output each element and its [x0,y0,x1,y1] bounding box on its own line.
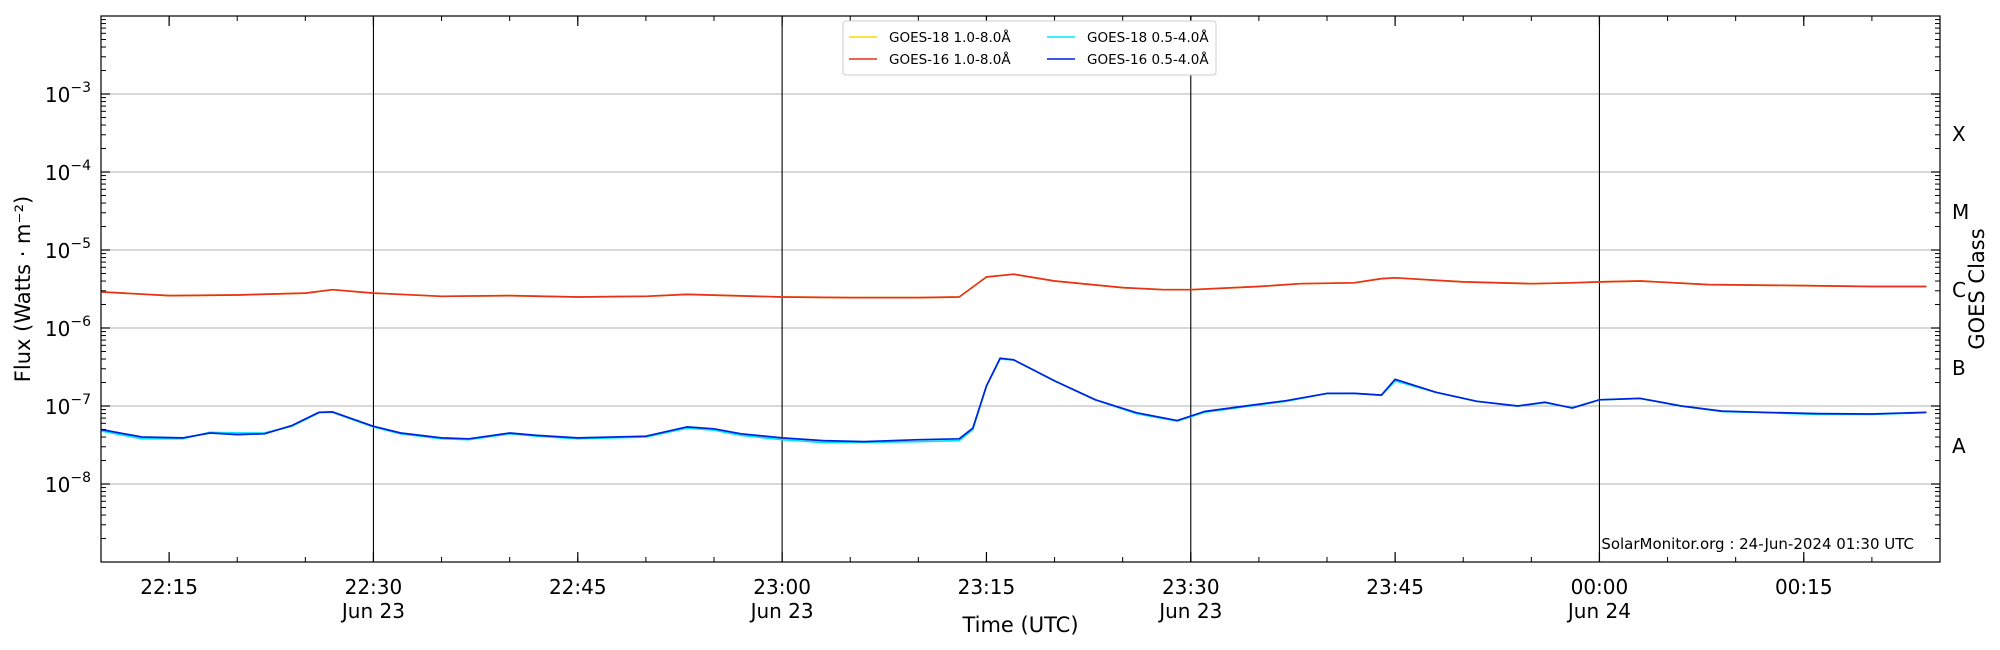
goes-class-label: A [1952,434,1966,458]
legend-label: GOES-16 1.0-8.0Å [889,51,1011,68]
x-tick-date: Jun 23 [340,599,405,623]
plot-area [100,15,1941,563]
legend-box [842,20,1217,76]
x-tick-label: 22:30 [345,575,403,599]
y-axis-title: Flux (Watts · m⁻²) [11,196,35,382]
x-tick-label: 22:45 [549,575,607,599]
y-tick-exponent: −6 [70,314,91,330]
goes-class-label: M [1952,200,1969,224]
y-tick-exponent: −7 [70,392,91,408]
series-layer [100,273,1927,444]
y-tick-labels: 10−810−710−610−510−410−3 [45,80,91,497]
series-line-4 [100,357,1927,443]
x-tick-label: 23:45 [1366,575,1424,599]
y-tick-base: 10 [45,473,70,497]
x-tick-label: 00:00 [1571,575,1629,599]
y-tick-exponent: −4 [70,158,91,174]
legend-label: GOES-18 0.5-4.0Å [1087,29,1209,46]
y-tick-label: 10−5 [45,236,91,263]
x-axis-title: Time (UTC) [961,613,1078,637]
y-tick-exponent: −3 [70,80,91,96]
y-tick-base: 10 [45,83,70,107]
y-tick-label: 10−6 [45,314,91,341]
y-tick-base: 10 [45,239,70,263]
legend-label: GOES-16 0.5-4.0Å [1087,51,1209,68]
goes-class-label: C [1952,278,1966,302]
y-tick-exponent: −8 [70,470,91,486]
x-tick-label: 00:15 [1775,575,1833,599]
y-tick-label: 10−3 [45,80,91,107]
y-tick-exponent: −5 [70,236,91,252]
goes-class-label: X [1952,122,1966,146]
x-tick-label: 22:15 [140,575,198,599]
goes-class-label: B [1952,356,1966,380]
grid-layer [101,93,1940,485]
y-tick-base: 10 [45,395,70,419]
x-tick-label: 23:00 [753,575,811,599]
plot-frame [100,15,1941,563]
tick-layer [100,16,1941,562]
right-axis-title: GOES Class [1965,228,1989,349]
legend-label: GOES-18 1.0-8.0Å [889,29,1011,46]
x-tick-date: Jun 23 [749,599,814,623]
y-tick-base: 10 [45,161,70,185]
goes-class-labels: A B C M X [1952,122,1969,458]
x-tick-label: 23:15 [958,575,1016,599]
y-tick-label: 10−4 [45,158,91,185]
y-tick-label: 10−8 [45,470,91,497]
x-tick-label: 23:30 [1162,575,1220,599]
y-tick-label: 10−7 [45,392,91,419]
legend-items: GOES-18 1.0-8.0Å GOES-16 1.0-8.0Å GOES-18 … [849,29,1209,68]
x-tick-date: Jun 24 [1566,599,1631,623]
credit-text: SolarMonitor.org : 24-Jun-2024 01:30 UTC [1601,535,1914,553]
y-tick-base: 10 [45,317,70,341]
x-tick-date: Jun 23 [1157,599,1222,623]
legend: GOES-18 1.0-8.0Å GOES-16 1.0-8.0Å GOES-18 … [842,20,1217,76]
series-line-2 [100,273,1927,299]
